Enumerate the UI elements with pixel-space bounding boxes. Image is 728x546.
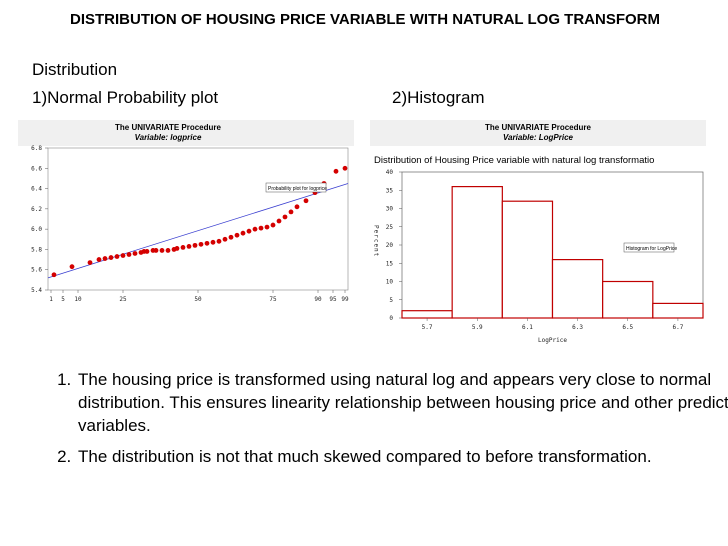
x-tick-label: 90 xyxy=(314,296,322,303)
prob-procedure-title: The UNIVARIATE Procedure xyxy=(115,123,221,132)
x-tick-label: 1 xyxy=(49,296,53,303)
x-tick-label: 25 xyxy=(119,296,127,303)
histogram-header: Distribution of Housing Price variable w… xyxy=(374,155,654,166)
y-tick-label: 15 xyxy=(386,260,394,267)
x-tick-label: 6.3 xyxy=(572,324,583,331)
data-point xyxy=(114,254,120,259)
x-tick-label: 95 xyxy=(329,296,337,303)
data-point xyxy=(180,245,186,250)
y-tick-label: 5.6 xyxy=(31,267,42,274)
data-point xyxy=(174,246,180,251)
data-point xyxy=(165,248,171,253)
x-tick-label: 6.1 xyxy=(522,324,533,331)
data-point xyxy=(192,242,198,248)
data-point xyxy=(333,168,339,174)
y-tick-label: 6.6 xyxy=(31,165,42,172)
x-tick-label: 6.7 xyxy=(672,324,683,331)
y-tick-label: 6.8 xyxy=(31,145,42,152)
data-point xyxy=(102,256,108,261)
y-tick-label: 35 xyxy=(386,187,394,194)
legend-text: Histogram for LogPrice xyxy=(626,246,677,252)
legend-box: Histogram for LogPrice xyxy=(623,242,677,253)
data-point xyxy=(240,230,246,236)
probability-plot-heading: 1)Normal Probability plot xyxy=(32,88,219,107)
y-axis-label: Percent xyxy=(373,225,380,257)
data-point xyxy=(120,253,126,258)
y-tick-label: 6.0 xyxy=(31,226,42,233)
x-tick-label: 5.7 xyxy=(422,324,433,331)
data-point xyxy=(216,238,222,244)
data-point xyxy=(159,248,165,253)
data-point xyxy=(294,204,300,210)
data-point xyxy=(87,260,93,266)
bullet-item: The housing price is transformed using n… xyxy=(76,368,728,437)
data-point xyxy=(264,224,270,230)
probability-plot-panel: The UNIVARIATE Procedure Variable: logpr… xyxy=(18,120,354,306)
data-point xyxy=(342,165,348,171)
slide-title: DISTRIBUTION OF HOUSING PRICE VARIABLE W… xyxy=(70,11,660,28)
x-axis-label: LogPrice xyxy=(538,337,567,344)
hist-variable-title: Variable: LogPrice xyxy=(503,133,574,142)
histogram-bar xyxy=(401,310,453,319)
legend-box: Probability plot for logprice xyxy=(265,182,327,193)
histogram-bar xyxy=(652,302,704,319)
data-point xyxy=(282,214,288,220)
data-point xyxy=(288,209,294,215)
data-point xyxy=(303,198,309,204)
data-point xyxy=(222,236,228,242)
legend-text: Probability plot for logprice xyxy=(268,186,327,192)
histogram-plot: 0 5 10 15 20 25 30 35 40 Percent 5.7 5.9 6.1 6.3 6.5 6.… xyxy=(373,169,704,344)
data-point xyxy=(228,234,234,240)
y-tick-label: 5.4 xyxy=(31,287,42,294)
bullet-list: The housing price is transformed using n… xyxy=(30,368,728,476)
data-point xyxy=(186,243,192,249)
data-point xyxy=(153,248,159,253)
y-tick-label: 0 xyxy=(389,315,393,322)
histogram-heading: 2)Histogram xyxy=(392,88,485,107)
data-point xyxy=(234,232,240,238)
histogram-bar xyxy=(551,259,604,319)
x-tick-label: 99 xyxy=(341,296,349,303)
y-tick-label: 40 xyxy=(386,169,394,176)
reference-line xyxy=(47,183,349,279)
data-point xyxy=(132,251,138,256)
y-tick-label: 25 xyxy=(386,224,394,231)
data-point xyxy=(126,252,132,257)
data-point xyxy=(252,226,258,232)
y-tick-label: 6.4 xyxy=(31,186,42,193)
histogram-bar xyxy=(501,200,554,319)
x-tick-label: 50 xyxy=(194,296,202,303)
data-point xyxy=(96,257,102,262)
bullet-item: The distribution is not that much skewed… xyxy=(76,445,728,468)
data-point xyxy=(210,239,216,245)
data-point xyxy=(276,218,282,224)
x-tick-label: 5 xyxy=(61,296,65,303)
data-point xyxy=(69,264,75,270)
histogram-panel: The UNIVARIATE Procedure Variable: LogPr… xyxy=(370,120,706,350)
y-tick-label: 20 xyxy=(386,242,394,249)
histogram-bar xyxy=(451,185,503,319)
data-point xyxy=(204,240,210,246)
data-point xyxy=(258,225,264,231)
data-point xyxy=(51,272,57,278)
y-tick-label: 30 xyxy=(386,206,394,213)
histogram-bar xyxy=(602,280,654,319)
probability-plot: 5.4 5.6 5.8 6.0 6.2 6.4 6.6 6.8 1 5 10 25 50 75 90 95 99… xyxy=(31,145,349,303)
data-point xyxy=(270,222,276,228)
hist-procedure-title: The UNIVARIATE Procedure xyxy=(485,123,591,132)
data-point xyxy=(144,249,150,254)
section-label: Distribution xyxy=(32,60,118,79)
data-point xyxy=(198,241,204,247)
y-tick-label: 10 xyxy=(386,279,394,286)
x-tick-label: 5.9 xyxy=(472,324,483,331)
y-tick-label: 5 xyxy=(389,297,393,304)
y-tick-label: 6.2 xyxy=(31,206,42,213)
prob-variable-title: Variable: logprice xyxy=(135,133,202,142)
x-tick-label: 6.5 xyxy=(622,324,633,331)
data-point xyxy=(246,228,252,234)
x-tick-label: 75 xyxy=(269,296,277,303)
y-tick-label: 5.8 xyxy=(31,246,42,253)
data-point xyxy=(108,255,114,260)
x-tick-label: 10 xyxy=(74,296,82,303)
